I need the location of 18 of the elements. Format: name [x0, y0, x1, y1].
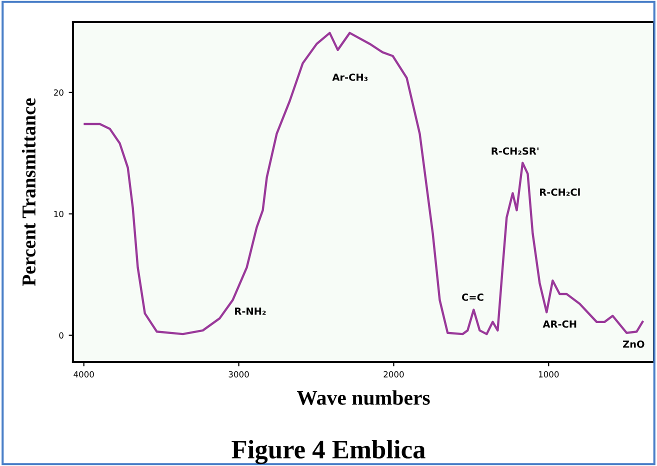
x-tick-label: 3000 [228, 371, 249, 378]
y-tick-label: 0 [59, 332, 64, 339]
y-tick-label: 10 [54, 210, 64, 218]
y-tick-label: 20 [54, 89, 64, 96]
x-tick-label: 4000 [74, 371, 94, 378]
line-series [84, 32, 644, 336]
y-axis-title: Percent Transmittance [22, 98, 36, 286]
text: Figure 4 Emblica [232, 440, 426, 464]
annotation: Ar-CH₃ [332, 74, 368, 81]
x-tick-label: 1000 [538, 371, 559, 378]
annotation: C=C [462, 294, 484, 301]
annotation: AR-CH [542, 320, 576, 328]
annotation: R-CH₂Cl [540, 188, 580, 196]
annotation: ZnO [622, 340, 644, 348]
x-tick-label: 2000 [384, 371, 404, 378]
annotation: R-NH₂ [235, 308, 266, 315]
annotation: R-CH₂SR' [492, 147, 538, 155]
x-axis-title: Wave numbers [296, 390, 430, 405]
